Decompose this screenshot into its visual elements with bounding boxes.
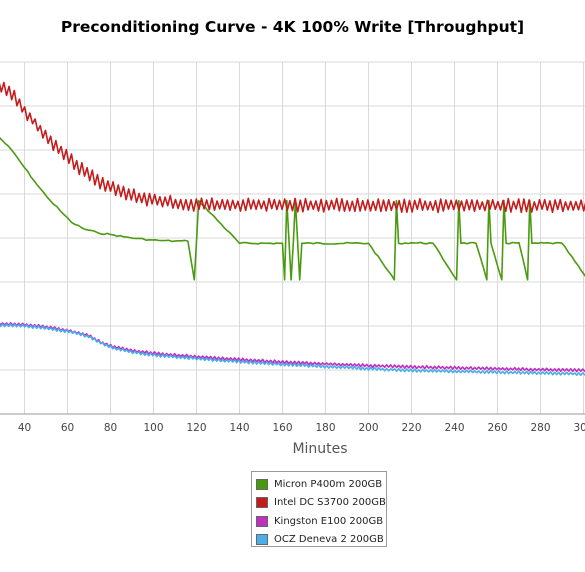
x-tick-label: 200	[358, 422, 378, 434]
x-tick-label: 40	[18, 422, 31, 434]
legend-label: OCZ Deneva 2 200GB	[274, 534, 384, 546]
x-tick-label: 280	[530, 422, 550, 434]
legend-item: Kingston E100 200GB	[256, 512, 386, 531]
x-tick-label: 60	[61, 422, 74, 434]
legend-swatch	[256, 515, 268, 527]
x-tick-label: 240	[444, 422, 464, 434]
chart-title: Preconditioning Curve - 4K 100% Write [T…	[60, 18, 525, 36]
x-tick-label: 120	[186, 422, 206, 434]
legend-swatch	[256, 497, 268, 509]
x-tick-label: 140	[229, 422, 249, 434]
series-line-ocz-deneva-2-200gb	[0, 323, 585, 376]
series-line-micron-p400m-200gb	[0, 136, 585, 281]
legend-label: Intel DC S3700 200GB	[274, 497, 386, 509]
legend-label: Kingston E100 200GB	[274, 515, 384, 527]
x-tick-labels: 40 60 80 100 120 140 160 180 200 220 240 260 280 300	[18, 422, 585, 434]
legend-swatch	[256, 478, 268, 490]
series-group	[0, 81, 585, 376]
x-tick-label: 260	[487, 422, 507, 434]
x-tick-label: 220	[401, 422, 421, 434]
legend-swatch	[256, 534, 268, 546]
x-tick-label: 300	[573, 422, 585, 434]
x-tick-label: 160	[272, 422, 292, 434]
x-tick-label: 100	[143, 422, 163, 434]
x-tick-label: 180	[315, 422, 335, 434]
series-line-intel-dc-s3700-200gb	[0, 81, 585, 214]
legend-item: Micron P400m 200GB	[256, 475, 386, 494]
x-tick-label: 80	[104, 422, 117, 434]
legend-label: Micron P400m 200GB	[274, 478, 383, 490]
legend-item: Intel DC S3700 200GB	[256, 494, 386, 513]
legend-item: OCZ Deneva 2 200GB	[256, 531, 386, 550]
grid	[0, 61, 585, 415]
x-axis-label: Minutes	[292, 441, 348, 457]
legend: Micron P400m 200GB Intel DC S3700 200GB Ki…	[251, 471, 387, 547]
